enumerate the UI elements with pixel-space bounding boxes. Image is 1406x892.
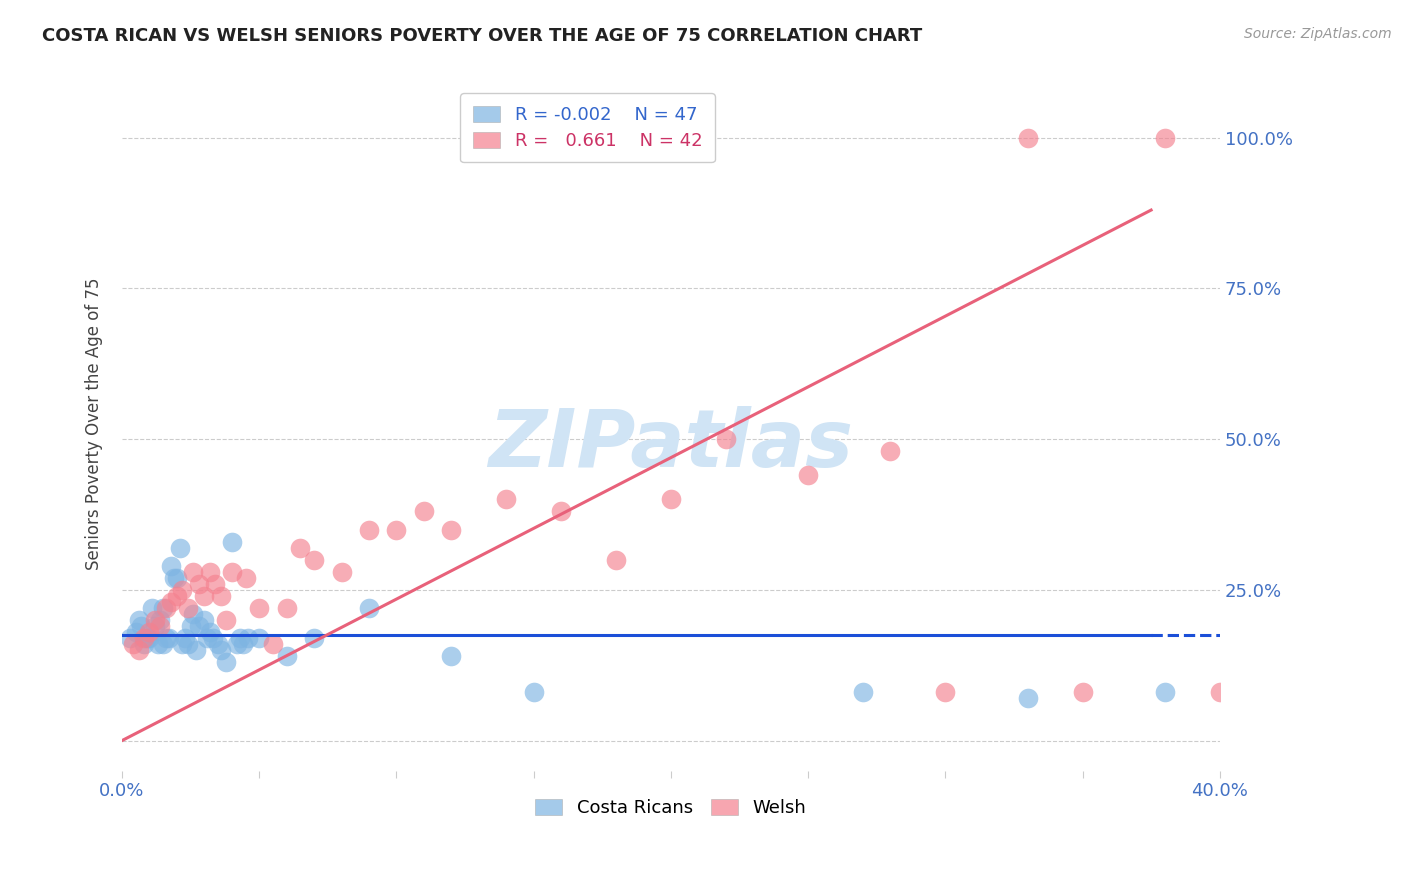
Point bbox=[152, 601, 174, 615]
Point bbox=[412, 504, 434, 518]
Point bbox=[198, 625, 221, 640]
Point bbox=[157, 631, 180, 645]
Point bbox=[132, 637, 155, 651]
Point bbox=[659, 492, 682, 507]
Point bbox=[1209, 685, 1232, 699]
Point bbox=[852, 685, 875, 699]
Text: COSTA RICAN VS WELSH SENIORS POVERTY OVER THE AGE OF 75 CORRELATION CHART: COSTA RICAN VS WELSH SENIORS POVERTY OVE… bbox=[42, 27, 922, 45]
Point bbox=[247, 601, 270, 615]
Point bbox=[221, 534, 243, 549]
Text: Source: ZipAtlas.com: Source: ZipAtlas.com bbox=[1244, 27, 1392, 41]
Legend: Costa Ricans, Welsh: Costa Ricans, Welsh bbox=[529, 791, 814, 824]
Point bbox=[120, 631, 142, 645]
Point bbox=[143, 613, 166, 627]
Point bbox=[221, 565, 243, 579]
Point bbox=[1017, 691, 1039, 706]
Point bbox=[879, 444, 901, 458]
Point bbox=[172, 582, 194, 597]
Point bbox=[138, 625, 160, 640]
Point bbox=[152, 637, 174, 651]
Point bbox=[215, 613, 238, 627]
Point bbox=[1153, 130, 1175, 145]
Point bbox=[204, 577, 226, 591]
Point bbox=[128, 643, 150, 657]
Point bbox=[198, 565, 221, 579]
Point bbox=[160, 595, 183, 609]
Point bbox=[226, 637, 249, 651]
Point bbox=[122, 637, 145, 651]
Point bbox=[174, 631, 197, 645]
Point bbox=[187, 619, 209, 633]
Point bbox=[209, 589, 232, 603]
Point bbox=[232, 637, 254, 651]
Point bbox=[166, 571, 188, 585]
Point bbox=[1153, 685, 1175, 699]
Point bbox=[550, 504, 572, 518]
Point bbox=[797, 468, 820, 483]
Point bbox=[169, 541, 191, 555]
Point bbox=[186, 643, 208, 657]
Point bbox=[605, 552, 627, 566]
Point bbox=[160, 558, 183, 573]
Point bbox=[177, 637, 200, 651]
Point bbox=[247, 631, 270, 645]
Point bbox=[209, 643, 232, 657]
Point bbox=[714, 432, 737, 446]
Point bbox=[146, 637, 169, 651]
Point bbox=[149, 619, 172, 633]
Y-axis label: Seniors Poverty Over the Age of 75: Seniors Poverty Over the Age of 75 bbox=[86, 277, 103, 570]
Point bbox=[143, 619, 166, 633]
Point bbox=[238, 631, 260, 645]
Point bbox=[276, 601, 298, 615]
Point bbox=[440, 523, 463, 537]
Point bbox=[128, 613, 150, 627]
Point bbox=[235, 571, 257, 585]
Point bbox=[357, 523, 380, 537]
Point bbox=[163, 571, 186, 585]
Point bbox=[262, 637, 284, 651]
Point bbox=[132, 631, 155, 645]
Point bbox=[125, 625, 148, 640]
Point bbox=[385, 523, 408, 537]
Point bbox=[129, 619, 152, 633]
Point bbox=[193, 589, 215, 603]
Point bbox=[495, 492, 517, 507]
Point bbox=[934, 685, 956, 699]
Point bbox=[149, 613, 172, 627]
Point bbox=[276, 649, 298, 664]
Point bbox=[229, 631, 252, 645]
Point bbox=[440, 649, 463, 664]
Point bbox=[135, 631, 157, 645]
Point bbox=[166, 589, 188, 603]
Point bbox=[215, 655, 238, 669]
Point bbox=[1071, 685, 1094, 699]
Point bbox=[187, 577, 209, 591]
Point bbox=[155, 631, 177, 645]
Point bbox=[523, 685, 546, 699]
Point bbox=[195, 631, 218, 645]
Point bbox=[141, 601, 163, 615]
Point bbox=[138, 631, 160, 645]
Point bbox=[180, 619, 202, 633]
Point bbox=[172, 637, 194, 651]
Point bbox=[302, 631, 325, 645]
Point bbox=[183, 565, 205, 579]
Point bbox=[207, 637, 229, 651]
Point bbox=[177, 601, 200, 615]
Point bbox=[357, 601, 380, 615]
Point bbox=[201, 631, 224, 645]
Point bbox=[155, 601, 177, 615]
Point bbox=[302, 552, 325, 566]
Point bbox=[193, 613, 215, 627]
Text: ZIPatlas: ZIPatlas bbox=[488, 406, 853, 483]
Point bbox=[1017, 130, 1039, 145]
Point bbox=[290, 541, 312, 555]
Point bbox=[183, 607, 205, 621]
Point bbox=[330, 565, 353, 579]
